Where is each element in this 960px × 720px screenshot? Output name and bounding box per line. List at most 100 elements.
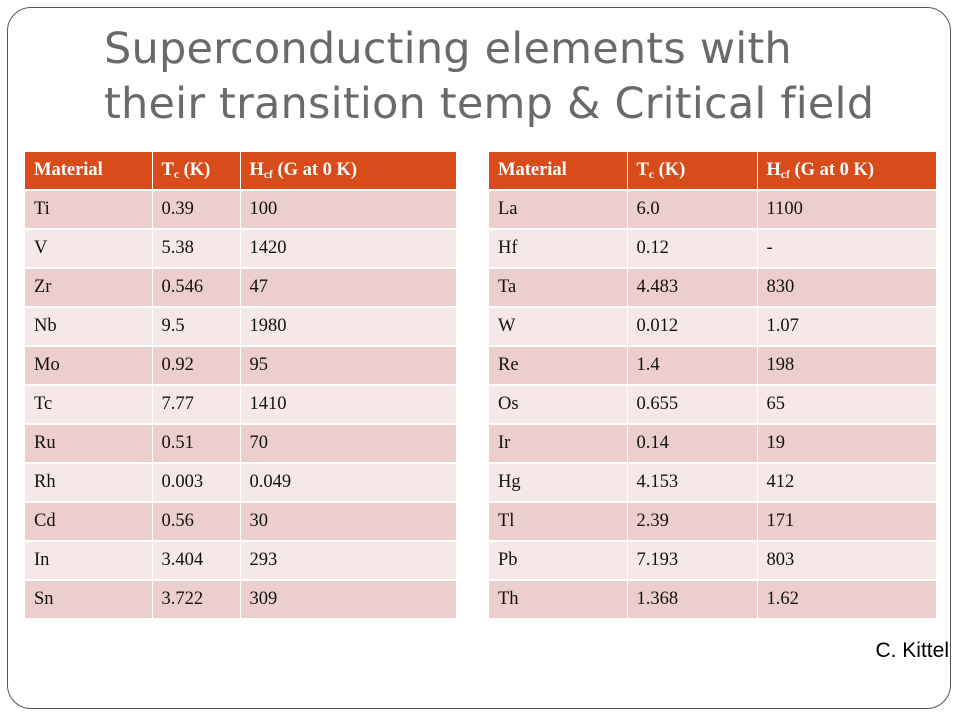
cell-hcf: 1410 — [240, 385, 456, 425]
cell-material: Pb — [489, 541, 628, 581]
table-row: Cd 0.56 30 — [25, 502, 456, 542]
cell-tc: 4.483 — [627, 268, 758, 308]
cell-tc: 1.368 — [627, 580, 758, 618]
table-row: V 5.38 1420 — [25, 229, 456, 269]
header-material: Material — [489, 152, 628, 191]
cell-material: Hf — [489, 229, 628, 269]
header-tc: Tc (K) — [152, 152, 241, 191]
cell-material: Os — [489, 385, 628, 425]
cell-material: Th — [489, 580, 628, 618]
table-row: Hg 4.153 412 — [489, 463, 936, 503]
cell-hcf: 198 — [757, 346, 936, 386]
cell-hcf: 95 — [240, 346, 456, 386]
table-row: Sn 3.722 309 — [25, 580, 456, 618]
cell-tc: 0.012 — [627, 307, 758, 347]
table-header-row: Material Tc (K) Hcf (G at 0 K) — [489, 152, 936, 191]
cell-tc: 7.77 — [152, 385, 241, 425]
cell-material: Tl — [489, 502, 628, 542]
elements-table-right: Material Tc (K) Hcf (G at 0 K) La 6.0 1100… — [489, 152, 936, 618]
cell-tc: 0.003 — [152, 463, 241, 503]
table-row: Ir 0.14 19 — [489, 424, 936, 464]
cell-hcf: 65 — [757, 385, 936, 425]
header-hcf: Hcf (G at 0 K) — [240, 152, 456, 191]
cell-hcf: 100 — [240, 190, 456, 230]
cell-material: Tc — [25, 385, 153, 425]
cell-material: Rh — [25, 463, 153, 503]
cell-material: W — [489, 307, 628, 347]
cell-tc: 9.5 — [152, 307, 241, 347]
cell-material: Re — [489, 346, 628, 386]
cell-hcf: 1980 — [240, 307, 456, 347]
cell-hcf: 70 — [240, 424, 456, 464]
table-row: Zr 0.546 47 — [25, 268, 456, 308]
cell-hcf: 830 — [757, 268, 936, 308]
cell-hcf: 412 — [757, 463, 936, 503]
table-body-left: Ti 0.39 100 V 5.38 1420 Zr 0.546 47 Nb 9.5 1980 Mo 0.… — [25, 190, 456, 618]
cell-hcf: 19 — [757, 424, 936, 464]
cell-tc: 3.404 — [152, 541, 241, 581]
cell-hcf: 1.07 — [757, 307, 936, 347]
cell-hcf: 803 — [757, 541, 936, 581]
cell-tc: 0.14 — [627, 424, 758, 464]
header-tc: Tc (K) — [627, 152, 758, 191]
table-row: Tl 2.39 171 — [489, 502, 936, 542]
cell-tc: 0.51 — [152, 424, 241, 464]
table-row: Re 1.4 198 — [489, 346, 936, 386]
cell-material: Ta — [489, 268, 628, 308]
cell-hcf: 47 — [240, 268, 456, 308]
table-row: Th 1.368 1.62 — [489, 580, 936, 618]
table-row: In 3.404 293 — [25, 541, 456, 581]
table-row: Mo 0.92 95 — [25, 346, 456, 386]
cell-material: Mo — [25, 346, 153, 386]
cell-tc: 0.12 — [627, 229, 758, 269]
cell-tc: 2.39 — [627, 502, 758, 542]
cell-material: Zr — [25, 268, 153, 308]
cell-material: Ti — [25, 190, 153, 230]
cell-tc: 3.722 — [152, 580, 241, 618]
table-row: W 0.012 1.07 — [489, 307, 936, 347]
slide-title: Superconducting elements with their tran… — [104, 22, 944, 132]
cell-tc: 4.153 — [627, 463, 758, 503]
table-body-right: La 6.0 1100 Hf 0.12- Ta 4.483 830 W 0.012 1.07 Re 1.… — [489, 190, 936, 618]
title-line-1: Superconducting elements with — [104, 24, 792, 74]
credit-text: C. Kittel — [875, 639, 949, 662]
table-row: Pb 7.193 803 — [489, 541, 936, 581]
cell-tc: 0.56 — [152, 502, 241, 542]
cell-tc: 5.38 — [152, 229, 241, 269]
cell-tc: 7.193 — [627, 541, 758, 581]
header-hcf: Hcf (G at 0 K) — [757, 152, 936, 191]
cell-tc: 0.655 — [627, 385, 758, 425]
elements-table-left: Material Tc (K) Hcf (G at 0 K) Ti 0.39 100… — [25, 152, 456, 618]
title-line-2: their transition temp & Critical field — [104, 79, 875, 129]
table-row: Tc 7.77 1410 — [25, 385, 456, 425]
cell-material: Ir — [489, 424, 628, 464]
cell-tc: 0.39 — [152, 190, 241, 230]
table-row: Ru 0.51 70 — [25, 424, 456, 464]
cell-material: Ru — [25, 424, 153, 464]
header-material: Material — [25, 152, 153, 191]
cell-material: Nb — [25, 307, 153, 347]
cell-hcf: 1100 — [757, 190, 936, 230]
table-row: Hf 0.12- — [489, 229, 936, 269]
table-row: Os 0.655 65 — [489, 385, 936, 425]
cell-hcf: 293 — [240, 541, 456, 581]
cell-hcf: 30 — [240, 502, 456, 542]
cell-material: Hg — [489, 463, 628, 503]
table-row: Ta 4.483 830 — [489, 268, 936, 308]
cell-material: La — [489, 190, 628, 230]
cell-tc: 6.0 — [627, 190, 758, 230]
cell-tc: 0.92 — [152, 346, 241, 386]
table-row: La 6.0 1100 — [489, 190, 936, 230]
cell-material: Cd — [25, 502, 153, 542]
table-header-row: Material Tc (K) Hcf (G at 0 K) — [25, 152, 456, 191]
cell-hcf: 1420 — [240, 229, 456, 269]
cell-hcf: 0.049 — [240, 463, 456, 503]
table-row: Rh 0.003 0.049 — [25, 463, 456, 503]
cell-hcf: 1.62 — [757, 580, 936, 618]
table-row: Nb 9.5 1980 — [25, 307, 456, 347]
cell-hcf: 171 — [757, 502, 936, 542]
cell-material: V — [25, 229, 153, 269]
cell-material: In — [25, 541, 153, 581]
cell-hcf: - — [757, 229, 936, 269]
cell-tc: 0.546 — [152, 268, 241, 308]
